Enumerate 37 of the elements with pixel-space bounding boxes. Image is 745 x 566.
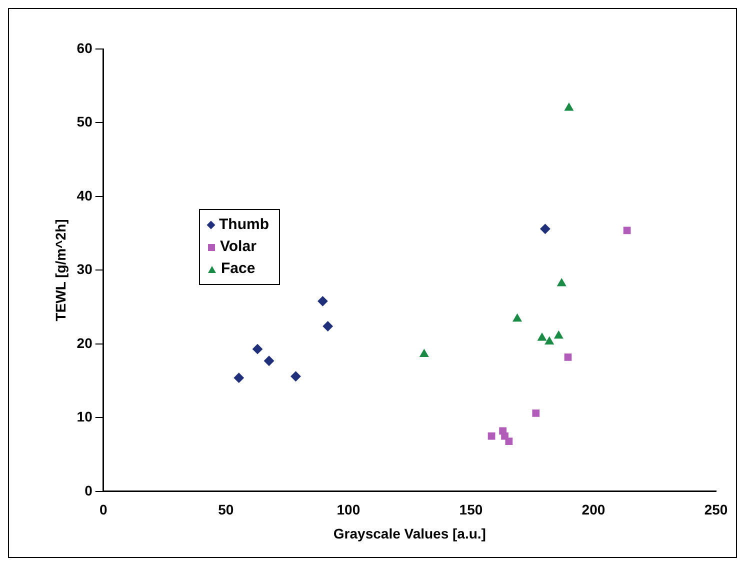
point xyxy=(234,372,244,383)
x-tick-label: 100 xyxy=(336,502,360,518)
y-axis-title: TEWL [g/m^2h] xyxy=(52,219,68,322)
x-tick-label: 0 xyxy=(99,502,108,518)
point xyxy=(252,344,263,354)
point xyxy=(623,226,631,234)
x-tick-label: 250 xyxy=(704,502,728,518)
y-tick-label: 10 xyxy=(76,408,93,425)
x-tick-label: 150 xyxy=(459,502,483,518)
point xyxy=(488,432,496,440)
point xyxy=(532,410,540,417)
point xyxy=(290,371,301,382)
y-tick-label: 30 xyxy=(76,261,93,278)
point xyxy=(554,330,564,339)
point xyxy=(505,438,513,445)
point xyxy=(264,356,274,366)
x-tick-label: 50 xyxy=(218,502,234,518)
point xyxy=(544,336,554,344)
legend-label: Thumb xyxy=(219,215,269,235)
point xyxy=(322,321,333,332)
point xyxy=(540,224,550,234)
point xyxy=(512,314,522,322)
point xyxy=(564,354,572,361)
point xyxy=(557,278,566,286)
point xyxy=(318,296,328,306)
legend-label: Face xyxy=(221,259,256,279)
point xyxy=(564,102,574,111)
y-tick-label: 20 xyxy=(76,334,93,351)
legend-label: Volar xyxy=(220,237,256,257)
y-tick-label: 50 xyxy=(76,114,93,130)
y-tick-label: 40 xyxy=(76,187,93,204)
x-tick-label: 200 xyxy=(582,502,606,518)
point xyxy=(420,349,429,358)
y-tick-label: 0 xyxy=(84,482,93,498)
x-axis-title: Grayscale Values [a.u.] xyxy=(333,525,486,542)
y-tick-label: 60 xyxy=(76,40,93,56)
point xyxy=(538,333,546,341)
